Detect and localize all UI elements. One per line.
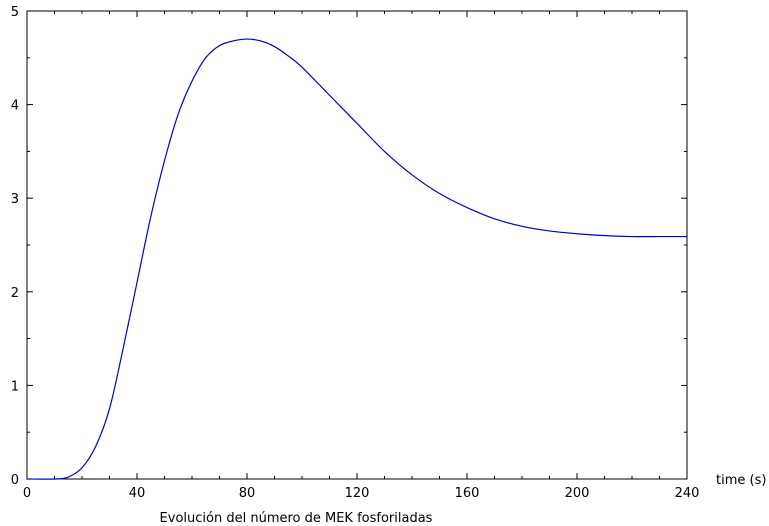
y-tick-label: 3	[11, 192, 19, 207]
x-tick-label: 200	[565, 486, 590, 501]
series-group	[26, 38, 687, 480]
y-tick-label: 0	[11, 473, 19, 488]
y-tick-label: 2	[11, 286, 19, 301]
x-tick-label: 120	[345, 486, 370, 501]
chart-title: Evolución del número de MEK fosforiladas	[160, 511, 433, 526]
x-axis: 0 40 80 120 160 200 240	[23, 11, 700, 501]
x-tick-label: 40	[129, 486, 146, 501]
y-axis: 0 1 2 3 4 5	[11, 5, 687, 488]
x-tick-label: 80	[239, 486, 256, 501]
y-tick-label: 1	[11, 379, 19, 394]
x-tick-label: 160	[455, 486, 480, 501]
y-tick-label: 4	[11, 99, 19, 114]
plot-area	[26, 10, 688, 480]
series-line	[26, 38, 687, 480]
y-tick-label: 5	[11, 5, 19, 20]
x-axis-label: time (s)	[716, 473, 766, 488]
x-tick-label: 0	[23, 486, 31, 501]
x-tick-label: 240	[675, 486, 700, 501]
